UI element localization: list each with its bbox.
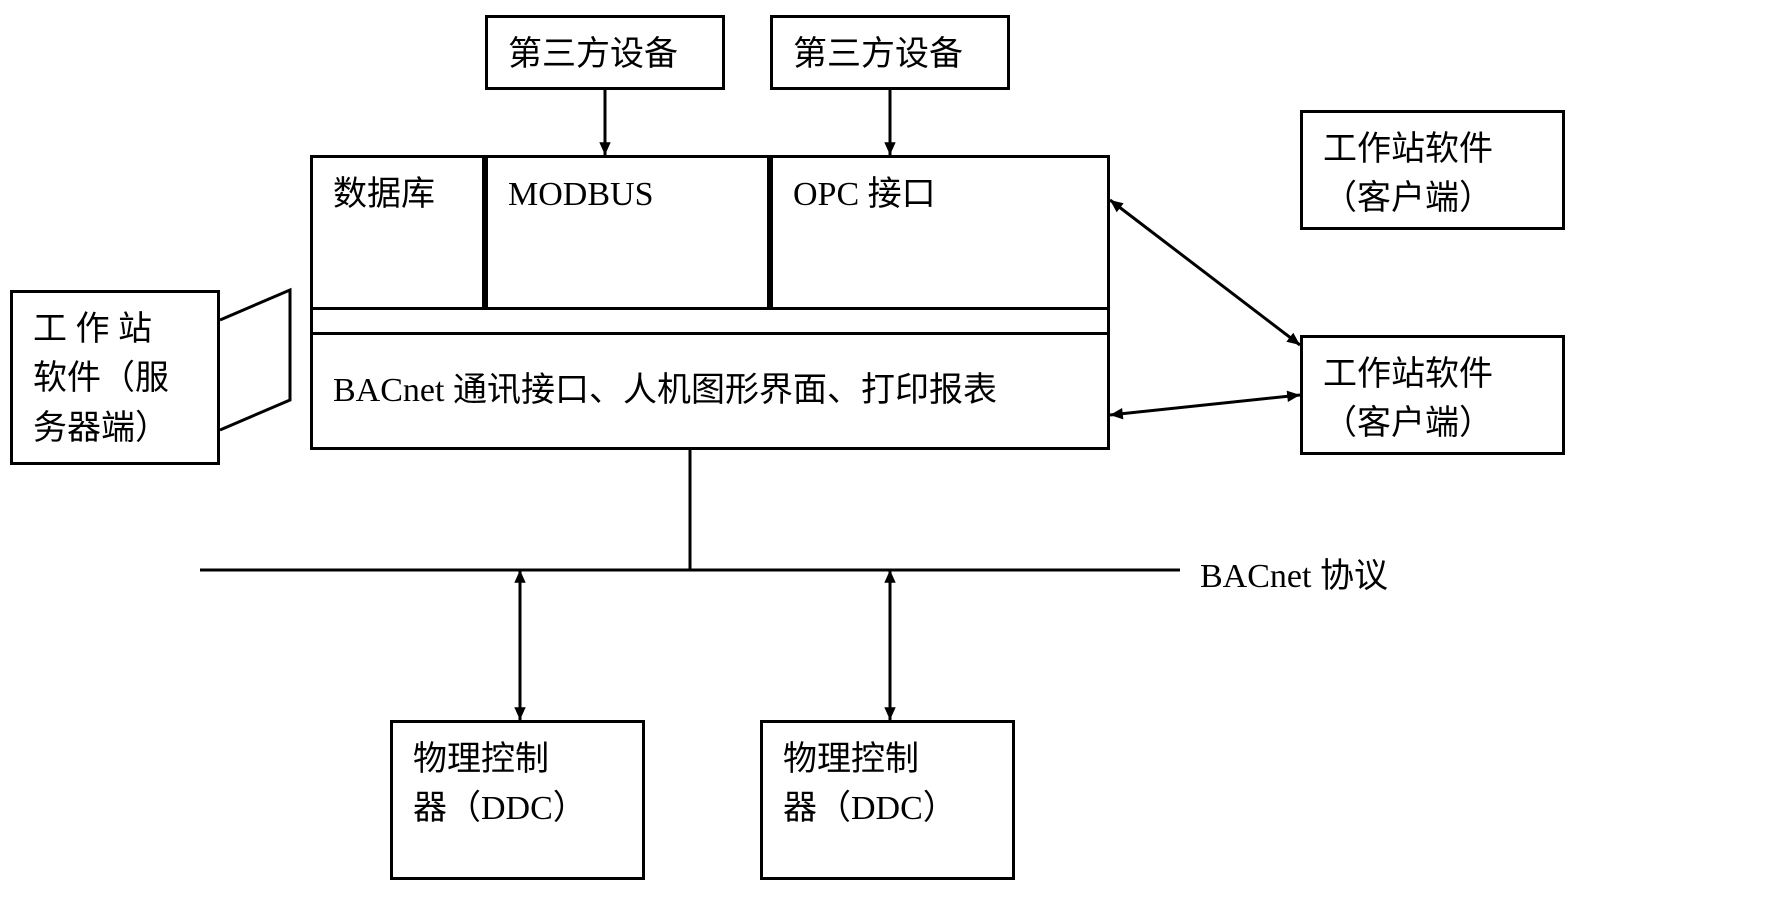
modbus-block: MODBUS [485, 155, 770, 310]
bacnet-protocol-label: BACnet 协议 [1200, 548, 1388, 597]
label: 工作站软件 （客户端） [1323, 125, 1493, 224]
label: 工 作 站 软件（服 务器端） [33, 305, 169, 453]
label: BACnet 通讯接口、人机图形界面、打印报表 [333, 366, 997, 415]
diagram-canvas: 第三方设备 第三方设备 数据库 MODBUS OPC 接口 BACnet 通讯接… [0, 0, 1767, 917]
label: 物理控制 器（DDC） [783, 735, 957, 834]
database-block: 数据库 [310, 155, 485, 310]
label: 工作站软件 （客户端） [1323, 350, 1493, 449]
label: 第三方设备 [793, 30, 963, 79]
label: OPC 接口 [793, 170, 936, 219]
workstation-client-1: 工作站软件 （客户端） [1300, 110, 1565, 230]
workstation-server-label: 工 作 站 软件（服 务器端） [10, 290, 220, 465]
workstation-client-2: 工作站软件 （客户端） [1300, 335, 1565, 455]
opc-interface-block: OPC 接口 [770, 155, 1110, 310]
third-party-device-2: 第三方设备 [770, 15, 1010, 90]
label: 物理控制 器（DDC） [413, 735, 587, 834]
label: 数据库 [333, 170, 435, 219]
physical-controller-ddc-2: 物理控制 器（DDC） [760, 720, 1015, 880]
bacnet-hmi-report-block: BACnet 通讯接口、人机图形界面、打印报表 [310, 332, 1110, 450]
physical-controller-ddc-1: 物理控制 器（DDC） [390, 720, 645, 880]
label: MODBUS [508, 170, 653, 219]
label: 第三方设备 [508, 30, 678, 79]
third-party-device-1: 第三方设备 [485, 15, 725, 90]
